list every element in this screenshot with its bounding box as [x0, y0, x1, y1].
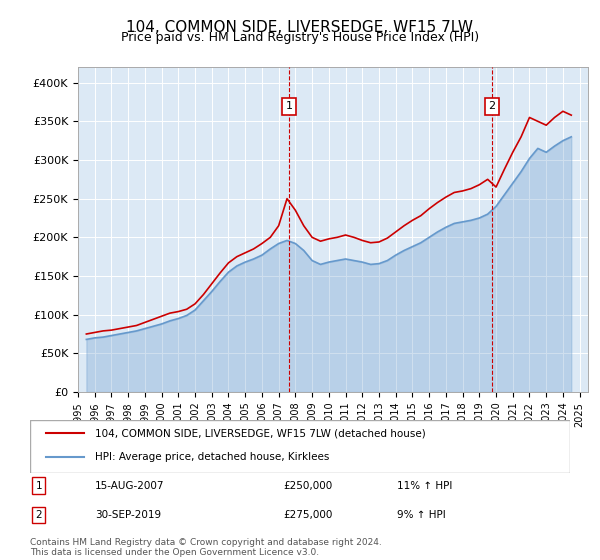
- FancyBboxPatch shape: [30, 420, 570, 473]
- Text: 2: 2: [488, 101, 496, 111]
- Text: 1: 1: [286, 101, 293, 111]
- Text: 15-AUG-2007: 15-AUG-2007: [95, 480, 164, 491]
- Text: 30-SEP-2019: 30-SEP-2019: [95, 510, 161, 520]
- Text: 104, COMMON SIDE, LIVERSEDGE, WF15 7LW: 104, COMMON SIDE, LIVERSEDGE, WF15 7LW: [127, 20, 473, 35]
- Text: HPI: Average price, detached house, Kirklees: HPI: Average price, detached house, Kirk…: [95, 452, 329, 462]
- Text: 1: 1: [35, 480, 42, 491]
- Text: £275,000: £275,000: [284, 510, 333, 520]
- Text: 2: 2: [35, 510, 42, 520]
- Text: Price paid vs. HM Land Registry's House Price Index (HPI): Price paid vs. HM Land Registry's House …: [121, 31, 479, 44]
- Text: 9% ↑ HPI: 9% ↑ HPI: [397, 510, 446, 520]
- Text: Contains HM Land Registry data © Crown copyright and database right 2024.
This d: Contains HM Land Registry data © Crown c…: [30, 538, 382, 557]
- Text: 11% ↑ HPI: 11% ↑ HPI: [397, 480, 452, 491]
- Text: £250,000: £250,000: [284, 480, 333, 491]
- Text: 104, COMMON SIDE, LIVERSEDGE, WF15 7LW (detached house): 104, COMMON SIDE, LIVERSEDGE, WF15 7LW (…: [95, 428, 425, 438]
